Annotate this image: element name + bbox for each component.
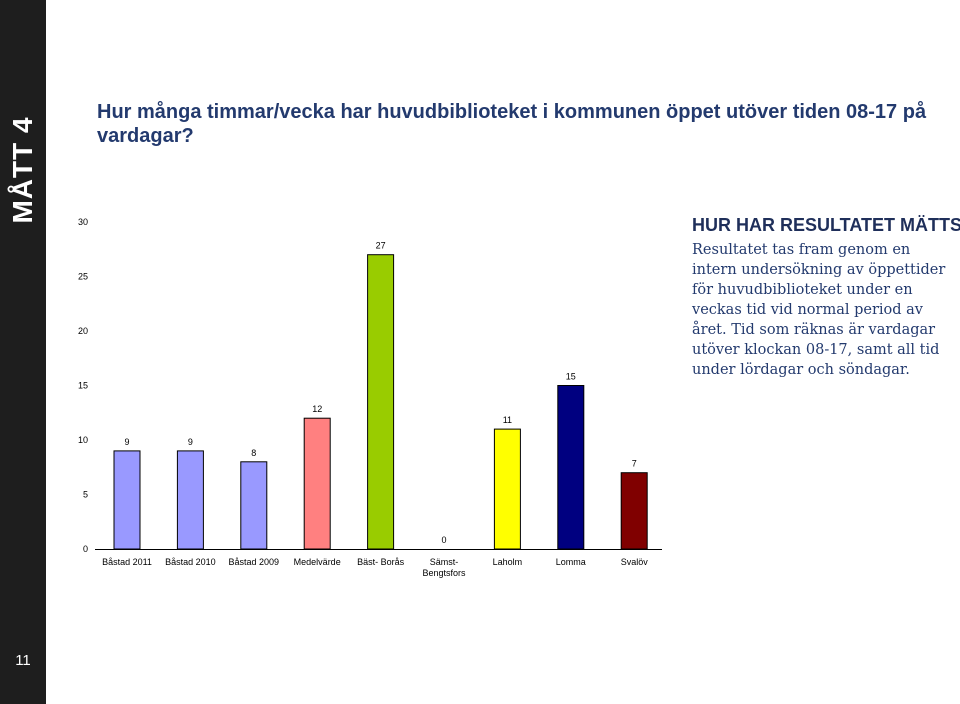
data-label: 15 xyxy=(566,372,576,382)
y-tick-label: 15 xyxy=(78,381,88,391)
bar xyxy=(176,450,204,550)
sidebar: MÅTT 4 11 xyxy=(0,0,46,704)
x-tick-label: Bäst- Borås xyxy=(357,557,405,567)
x-axis: Båstad 2011 Båstad 2010 Båstad 2009 Medelvä… xyxy=(95,549,662,578)
method-heading: HUR HAR RESULTATET MÄTTS? xyxy=(692,215,960,235)
x-tick-label: Sämst-Bengtsfors xyxy=(422,557,466,578)
data-label: 27 xyxy=(376,241,386,251)
y-tick-label: 5 xyxy=(83,490,88,500)
x-tick-label: Båstad 2011 xyxy=(102,557,152,567)
data-label: 11 xyxy=(503,415,512,425)
page-number: 11 xyxy=(15,652,31,669)
y-tick-label: 10 xyxy=(78,435,88,445)
x-tick-label: Lomma xyxy=(556,557,586,567)
bar xyxy=(113,450,141,550)
x-tick-label: Svalöv xyxy=(621,557,649,567)
method-text: Resultatet tas fram genom en intern unde… xyxy=(692,242,946,378)
y-tick-label: 25 xyxy=(78,272,88,282)
data-label: 9 xyxy=(188,437,193,447)
bar xyxy=(557,385,585,550)
data-label: 9 xyxy=(124,437,129,447)
data-label: 7 xyxy=(632,459,637,469)
y-axis: 0 5 10 15 20 25 30 xyxy=(78,217,88,554)
data-label: 12 xyxy=(312,404,322,414)
bar xyxy=(240,461,268,550)
bar xyxy=(303,417,331,550)
bar xyxy=(620,472,648,550)
x-tick-label: Medelvärde xyxy=(294,557,341,567)
data-label: 8 xyxy=(251,448,256,458)
bar xyxy=(367,254,395,550)
x-tick-label: Båstad 2009 xyxy=(229,557,280,567)
y-tick-label: 20 xyxy=(78,326,88,336)
x-tick-label: Båstad 2010 xyxy=(165,557,216,567)
page-title: Hur många timmar/vecka har huvudbibliote… xyxy=(97,101,927,147)
data-labels: 9 9 8 12 27 0 11 15 7 xyxy=(124,241,636,545)
bar xyxy=(493,428,521,550)
x-tick-label: Laholm xyxy=(493,557,523,567)
data-label: 0 xyxy=(441,535,446,545)
y-tick-label: 0 xyxy=(83,544,88,554)
y-tick-label: 30 xyxy=(78,217,88,227)
bars xyxy=(113,254,648,550)
